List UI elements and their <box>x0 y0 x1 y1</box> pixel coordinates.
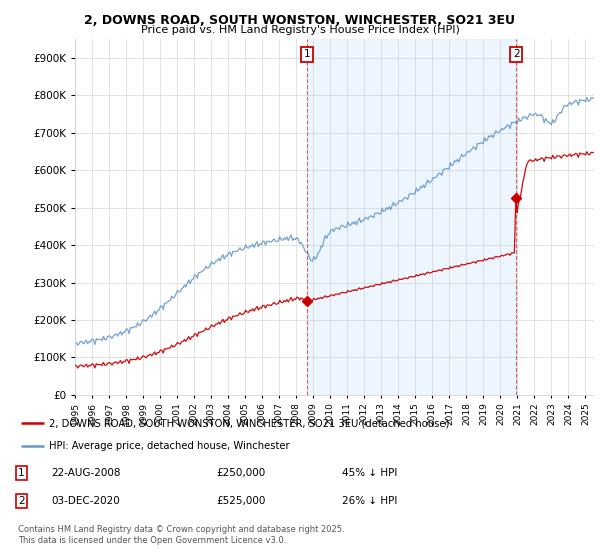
Bar <box>307 39 516 395</box>
Text: Contains HM Land Registry data © Crown copyright and database right 2025.
This d: Contains HM Land Registry data © Crown c… <box>18 525 344 545</box>
Text: HPI: Average price, detached house, Winchester: HPI: Average price, detached house, Winc… <box>49 441 290 451</box>
Text: 2: 2 <box>18 496 25 506</box>
Text: 26% ↓ HPI: 26% ↓ HPI <box>342 496 397 506</box>
Text: 03-DEC-2020: 03-DEC-2020 <box>51 496 120 506</box>
Text: 22-AUG-2008: 22-AUG-2008 <box>51 468 121 478</box>
Text: 2: 2 <box>513 49 520 59</box>
Text: Price paid vs. HM Land Registry's House Price Index (HPI): Price paid vs. HM Land Registry's House … <box>140 25 460 35</box>
Text: 1: 1 <box>18 468 25 478</box>
Text: 2, DOWNS ROAD, SOUTH WONSTON, WINCHESTER, SO21 3EU (detached house): 2, DOWNS ROAD, SOUTH WONSTON, WINCHESTER… <box>49 418 450 428</box>
Text: £525,000: £525,000 <box>216 496 265 506</box>
Text: 2, DOWNS ROAD, SOUTH WONSTON, WINCHESTER, SO21 3EU: 2, DOWNS ROAD, SOUTH WONSTON, WINCHESTER… <box>85 14 515 27</box>
Text: 45% ↓ HPI: 45% ↓ HPI <box>342 468 397 478</box>
Text: 1: 1 <box>304 49 311 59</box>
Text: £250,000: £250,000 <box>216 468 265 478</box>
